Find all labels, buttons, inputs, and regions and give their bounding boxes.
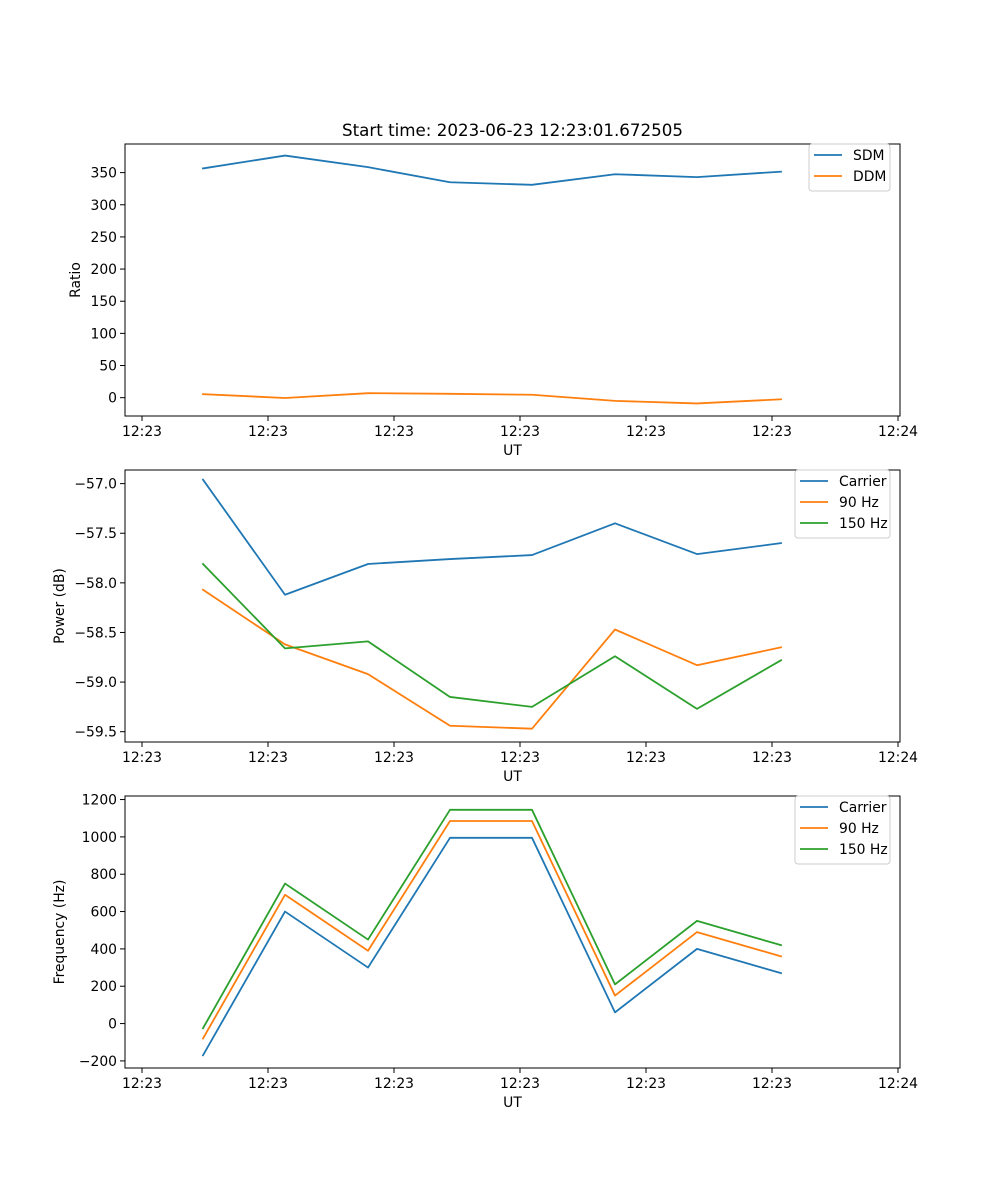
legend: SDM DDM — [808, 143, 891, 192]
x-tick-label: 12:23 — [374, 750, 414, 766]
x-tick-label: 12:23 — [248, 1076, 288, 1092]
y-tick-label: 150 — [90, 294, 117, 310]
y-axis-label: Ratio — [68, 262, 84, 298]
y-tick-label: −57.0 — [74, 477, 117, 493]
chart-title: Start time: 2023-06-23 12:23:01.672505 — [342, 120, 683, 140]
y-tick-label: 0 — [108, 391, 117, 407]
x-tick-label: 12:23 — [626, 424, 666, 440]
y-tick-label: −59.0 — [74, 675, 117, 691]
y-tick-label: 350 — [90, 166, 117, 182]
legend-label: SDM — [853, 148, 885, 164]
series-line-90-hz — [201, 820, 783, 1040]
x-tick-label: 12:23 — [500, 1076, 540, 1092]
x-tick-label: 12:23 — [626, 1076, 666, 1092]
x-axis-label: UT — [503, 443, 522, 459]
legend: Carrier 90 Hz 150 Hz — [794, 795, 891, 865]
x-tick-label: 12:23 — [122, 750, 162, 766]
legend-label: DDM — [853, 169, 886, 185]
x-tick-label: 12:24 — [878, 424, 918, 440]
legend-box — [794, 469, 891, 539]
y-tick-label: 400 — [90, 942, 117, 958]
subplot-power: 12:23 12:23 12:23 12:23 12:23 12:23 12:24 −59.… — [52, 469, 918, 785]
x-tick-label: 12:24 — [878, 1076, 918, 1092]
x-tick-label: 12:23 — [752, 750, 792, 766]
y-tick-label: 100 — [90, 326, 117, 342]
x-axis-label: UT — [503, 1095, 522, 1111]
x-tick-label: 12:23 — [752, 1076, 792, 1092]
y-axis-label: Frequency (Hz) — [52, 880, 68, 985]
legend-label: 90 Hz — [839, 495, 879, 511]
legend-label: 150 Hz — [839, 516, 888, 532]
series-line-90-hz — [201, 588, 783, 730]
series-line-sdm — [201, 154, 782, 186]
y-tick-label: 600 — [90, 905, 117, 921]
legend-label: 150 Hz — [839, 842, 888, 858]
y-tick-label: 800 — [90, 867, 117, 883]
legend-label: 90 Hz — [839, 821, 879, 837]
y-tick-label: 1200 — [82, 793, 117, 809]
x-axis-label: UT — [503, 769, 522, 785]
y-tick-label: 50 — [99, 359, 117, 375]
legend: Carrier 90 Hz 150 Hz — [794, 469, 891, 539]
series-line-150-hz — [201, 808, 783, 1030]
x-tick-label: 12:23 — [626, 750, 666, 766]
y-tick-label: −200 — [79, 1054, 117, 1070]
x-tick-label: 12:23 — [500, 750, 540, 766]
legend-label: Carrier — [839, 800, 887, 816]
x-tick-label: 12:23 — [500, 424, 540, 440]
series-line-150-hz — [201, 562, 783, 710]
y-tick-label: 200 — [90, 262, 117, 278]
series-line-carrier — [201, 836, 783, 1057]
x-tick-label: 12:23 — [122, 1076, 162, 1092]
y-tick-label: −58.0 — [74, 576, 117, 592]
axes-frame — [124, 469, 901, 743]
y-axis-label: Power (dB) — [52, 568, 68, 644]
x-tick-label: 12:23 — [248, 750, 288, 766]
x-tick-label: 12:24 — [878, 750, 918, 766]
y-tick-label: 250 — [90, 230, 117, 246]
axes-frame — [124, 795, 901, 1069]
series-line-carrier — [201, 478, 783, 596]
x-tick-label: 12:23 — [374, 1076, 414, 1092]
subplot-frequency: 12:23 12:23 12:23 12:23 12:23 12:23 12:24 −200… — [52, 793, 918, 1111]
legend-label: Carrier — [839, 474, 887, 490]
y-tick-label: −57.5 — [74, 526, 117, 542]
y-tick-label: −59.5 — [74, 725, 117, 741]
y-tick-label: −58.5 — [74, 625, 117, 641]
x-tick-label: 12:23 — [122, 424, 162, 440]
series-line-ddm — [202, 392, 782, 405]
y-tick-label: 1000 — [82, 830, 117, 846]
x-tick-label: 12:23 — [752, 424, 792, 440]
y-tick-label: 200 — [90, 979, 117, 995]
y-tick-label: 0 — [108, 1017, 117, 1033]
x-tick-label: 12:23 — [248, 424, 288, 440]
axes-frame — [124, 143, 901, 417]
legend-box — [794, 795, 891, 865]
y-tick-label: 300 — [90, 198, 117, 214]
subplot-ratio: Start time: 2023-06-23 12:23:01.672505 1… — [68, 120, 918, 459]
x-tick-label: 12:23 — [374, 424, 414, 440]
